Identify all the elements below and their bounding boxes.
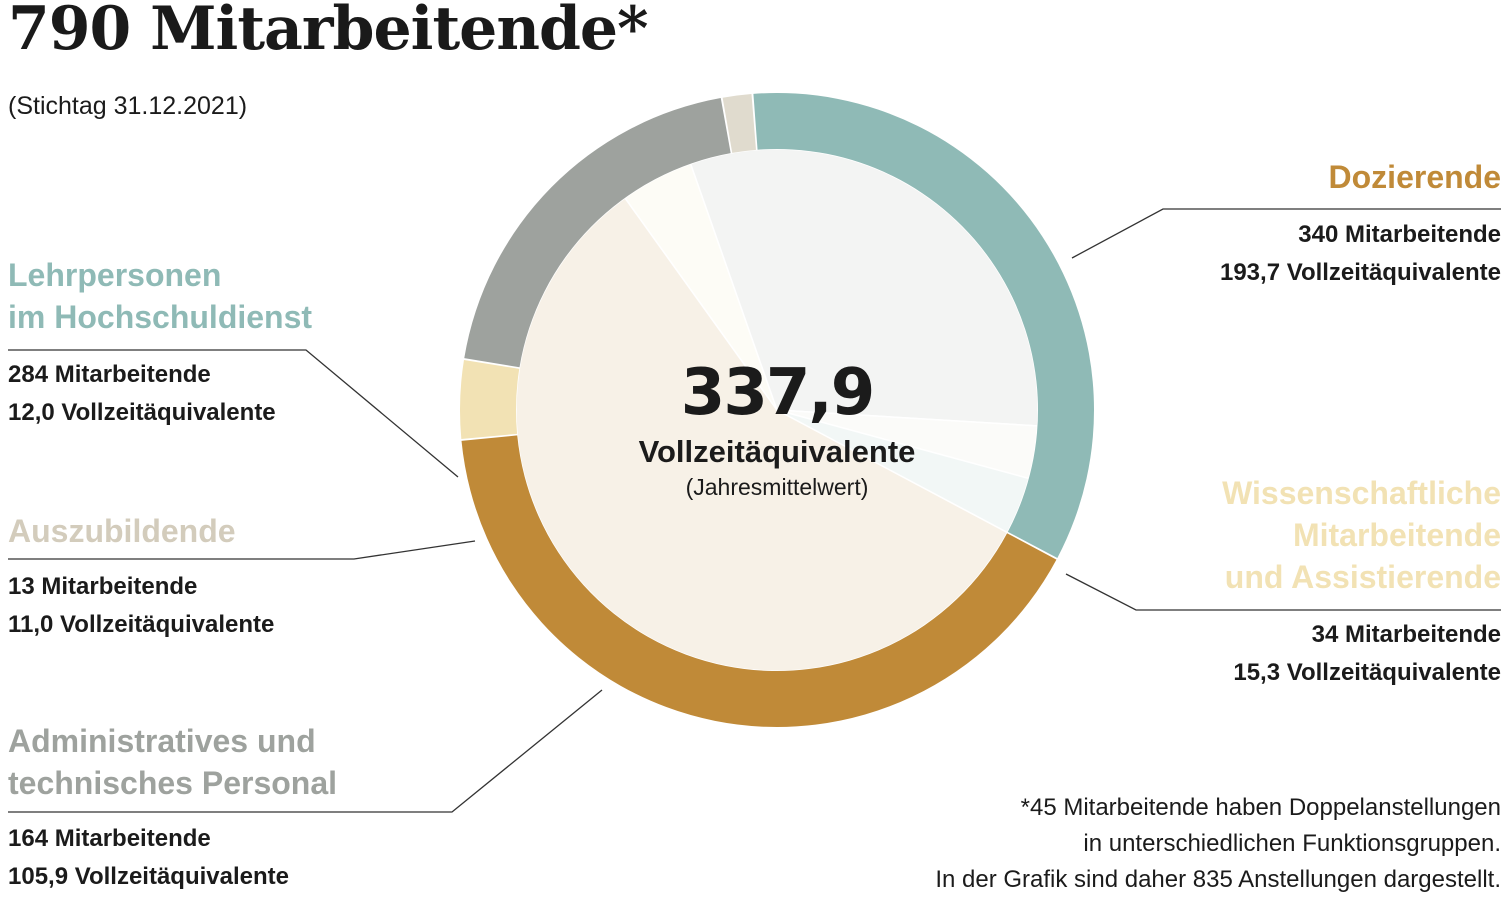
fte-dozierende: 193,7 Vollzeitäquivalente bbox=[1219, 259, 1501, 286]
footnote-line2: in unterschiedlichen Funktionsgruppen. bbox=[1083, 830, 1501, 857]
label-auszubildende: Auszubildende bbox=[8, 513, 236, 549]
employees-auszubildende: 13 Mitarbeitende bbox=[8, 573, 198, 600]
leader-line-dozierende bbox=[1071, 208, 1501, 259]
stats-lehrpersonen: 284 Mitarbeitende 12,0 Vollzeitäquivalen… bbox=[8, 356, 276, 432]
ring-segment-wissenschaftliche bbox=[460, 360, 520, 439]
label-administratives-line1: Administratives und bbox=[8, 723, 316, 759]
fte-administratives: 105,9 Vollzeitäquivalente bbox=[8, 863, 290, 890]
fte-wissenschaftliche: 15,3 Vollzeitäquivalente bbox=[1233, 659, 1501, 686]
label-wissenschaftliche-line2: Mitarbeitende bbox=[1292, 517, 1501, 553]
label-administratives: Administratives und technisches Personal bbox=[8, 720, 337, 804]
ring-segment-administratives bbox=[464, 98, 731, 368]
chart-title: 790 Mitarbeitende* bbox=[8, 0, 648, 64]
leader-line-lehrpersonen bbox=[8, 349, 459, 478]
footnote-line3: In der Grafik sind daher 835 Anstellunge… bbox=[935, 866, 1501, 893]
center-fte-unit: Vollzeitäquivalente bbox=[638, 434, 916, 469]
employees-wissenschaftliche: 34 Mitarbeitende bbox=[1311, 621, 1501, 648]
chart-subtitle: (Stichtag 31.12.2021) bbox=[8, 92, 248, 120]
outer-employee-ring bbox=[460, 92, 1095, 728]
ring-segment-lehrpersonen bbox=[753, 92, 1095, 558]
ring-segment-dozierende bbox=[461, 435, 1057, 728]
footnote: *45 Mitarbeitende haben Doppelanstellung… bbox=[935, 790, 1501, 898]
label-lehrpersonen-line2: im Hochschuldienst bbox=[8, 299, 313, 335]
fte-slice-lehrpersonen bbox=[776, 409, 1030, 534]
stats-dozierende: 340 Mitarbeitende 193,7 Vollzeitäquivale… bbox=[1220, 216, 1501, 292]
leader-line-wissenschaftliche bbox=[1065, 573, 1501, 611]
center-fte-value: 337,9 bbox=[680, 356, 875, 430]
label-wissenschaftliche: Wissenschaftliche Mitarbeitende und Assi… bbox=[1222, 472, 1501, 598]
employees-dozierende: 340 Mitarbeitende bbox=[1298, 221, 1501, 248]
fte-slice-dozierende bbox=[515, 196, 1009, 672]
label-wissenschaftliche-line1: Wissenschaftliche bbox=[1222, 475, 1501, 511]
leader-line-administratives bbox=[8, 689, 603, 813]
stats-auszubildende: 13 Mitarbeitende 11,0 Vollzeitäquivalent… bbox=[8, 568, 274, 644]
label-administratives-line2: technisches Personal bbox=[8, 765, 338, 801]
label-dozierende: Dozierende bbox=[1328, 159, 1501, 195]
center-fte-note: (Jahresmittelwert) bbox=[685, 474, 869, 500]
label-wissenschaftliche-line3: und Assistierende bbox=[1224, 559, 1501, 595]
fte-lehrpersonen: 12,0 Vollzeitäquivalente bbox=[8, 399, 276, 426]
stats-administratives: 164 Mitarbeitende 105,9 Vollzeitäquivale… bbox=[8, 820, 289, 896]
stats-wissenschaftliche: 34 Mitarbeitende 15,3 Vollzeitäquivalent… bbox=[1233, 616, 1501, 692]
ring-segment-auszubildende bbox=[722, 94, 756, 153]
leader-lines bbox=[8, 208, 1501, 813]
employees-lehrpersonen: 284 Mitarbeitende bbox=[8, 361, 211, 388]
inner-fte-pie bbox=[515, 148, 1039, 672]
fte-auszubildende: 11,0 Vollzeitäquivalente bbox=[8, 611, 275, 638]
fte-slice-administratives bbox=[689, 148, 1039, 427]
employees-administratives: 164 Mitarbeitende bbox=[8, 825, 211, 852]
label-lehrpersonen: Lehrpersonen im Hochschuldienst bbox=[8, 254, 312, 338]
label-lehrpersonen-line1: Lehrpersonen bbox=[8, 257, 222, 293]
leader-line-auszubildende bbox=[8, 540, 476, 560]
footnote-line1: *45 Mitarbeitende haben Doppelanstellung… bbox=[1020, 794, 1501, 821]
